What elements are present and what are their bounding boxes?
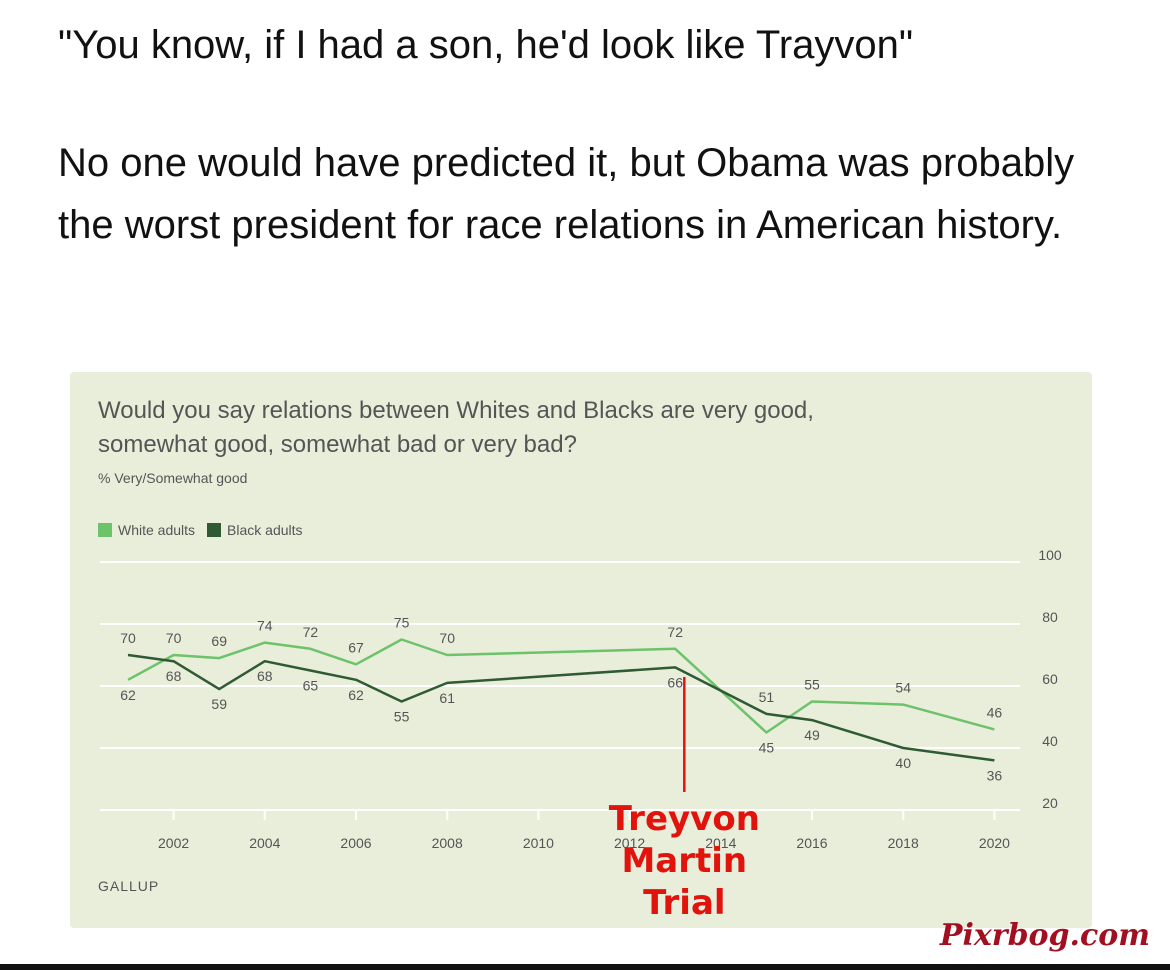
x-tick-label: 2014: [705, 835, 736, 851]
chart-plot: 20 40 60 80 100 2002 2004 2006 2008 2010 2012 2014 2…: [100, 547, 1062, 923]
data-label-white: 54: [895, 680, 911, 696]
watermark: Pixrbog.com: [939, 918, 1150, 953]
y-tick-label: 100: [1038, 547, 1062, 563]
data-label-black: 65: [303, 678, 319, 694]
data-label-black: 68: [257, 668, 273, 684]
data-label-white: 75: [394, 615, 410, 631]
data-label-white: 69: [211, 633, 227, 649]
data-label-black: 62: [348, 687, 364, 703]
x-tick-label: 2016: [796, 835, 827, 851]
annotation-label: Trial: [643, 883, 725, 923]
chart-title: Would you say relations between Whites a…: [98, 397, 814, 458]
data-label-black: 68: [166, 668, 182, 684]
data-label-black: 61: [439, 690, 455, 706]
legend-item-black: Black adults: [207, 522, 303, 538]
chart-source: GALLUP: [98, 878, 160, 894]
post-quote: "You know, if I had a son, he'd look lik…: [58, 23, 914, 67]
data-label-white: 55: [804, 677, 820, 693]
data-label-black: 66: [667, 674, 683, 690]
data-label-black: 59: [211, 696, 227, 712]
data-label-white: 72: [303, 624, 319, 640]
bottom-divider: [0, 964, 1170, 970]
x-tick-label: 2020: [979, 835, 1010, 851]
chart-legend: White adults Black adults: [98, 522, 303, 538]
x-tick-label: 2008: [432, 835, 463, 851]
legend-label-black: Black adults: [227, 522, 303, 538]
series-line-white: [127, 638, 995, 734]
data-label-black: 36: [987, 767, 1003, 783]
x-tick-label: 2018: [888, 835, 919, 851]
y-tick-label: 80: [1042, 609, 1058, 625]
annotation-label: Treyvon: [609, 799, 760, 839]
y-tick-label: 20: [1042, 795, 1058, 811]
data-label-white: 45: [759, 740, 775, 756]
x-tick-label: 2006: [340, 835, 371, 851]
series-line-black: [127, 653, 995, 762]
legend-label-white: White adults: [118, 522, 196, 538]
chart-card: Would you say relations between Whites a…: [70, 372, 1092, 928]
legend-swatch-black: [207, 523, 222, 537]
data-label-white: 70: [166, 630, 182, 646]
x-tick-label: 2002: [158, 835, 189, 851]
data-label-white: 46: [987, 704, 1003, 720]
data-label-white: 67: [348, 639, 364, 655]
y-tick-label: 60: [1042, 671, 1058, 687]
data-label-black: 40: [895, 755, 911, 771]
x-tick-label: 2010: [523, 835, 554, 851]
x-tick-label: 2012: [614, 835, 645, 851]
y-tick-label: 40: [1042, 733, 1058, 749]
post-comment: No one would have predicted it, but Obam…: [58, 141, 1075, 247]
chart-subtitle: % Very/Somewhat good: [98, 470, 248, 486]
data-label-white: 62: [120, 687, 136, 703]
x-tick-label: 2004: [249, 835, 280, 851]
data-label-black: 49: [804, 727, 820, 743]
data-label-black: 55: [394, 709, 410, 725]
annotation-label: Martin: [621, 841, 747, 881]
data-label-white: 70: [439, 630, 455, 646]
legend-swatch-white: [98, 523, 112, 537]
data-label-black: 70: [120, 630, 136, 646]
data-label-black: 51: [759, 689, 775, 705]
legend-item-white: White adults: [98, 522, 195, 538]
data-label-white: 72: [667, 624, 683, 640]
data-label-white: 74: [257, 618, 273, 634]
